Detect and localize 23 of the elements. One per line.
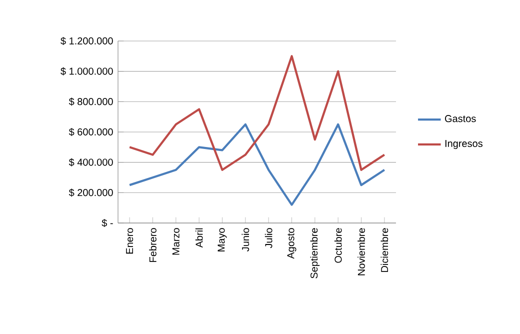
y-tick-label: $ 1.200.000 <box>60 36 113 46</box>
line-series <box>128 123 386 206</box>
y-tick-label: $ 800.000 <box>68 98 113 106</box>
y-tick-label: $ 600.000 <box>68 128 113 136</box>
x-tick-label: Septiembre <box>310 228 320 278</box>
x-tick-label: Octubre <box>334 228 342 263</box>
line-series <box>128 55 386 171</box>
x-tick-label: Mayo <box>218 228 227 252</box>
x-tick-label: Enero <box>126 228 134 254</box>
y-tick-label: $ 400.000 <box>68 158 113 166</box>
y-tick-label: $ - <box>102 218 113 228</box>
x-tick-label: Agosto <box>287 228 296 259</box>
x-tick-label: Marzo <box>172 228 180 255</box>
x-tick-label: Junio <box>242 228 250 252</box>
x-tick-label: Julio <box>264 228 272 248</box>
x-tick-label: Noviembre <box>358 228 365 276</box>
x-tick-label: Diciembre <box>380 228 388 272</box>
y-tick-label: $ 200.000 <box>68 188 113 197</box>
x-tick-label: Abril <box>195 228 203 248</box>
y-tick-label: $ 1.000.000 <box>60 67 113 76</box>
legend-label: Gastos <box>445 115 476 122</box>
legend-label: Ingresos <box>445 140 482 149</box>
x-tick-label: Febrero <box>149 228 156 262</box>
